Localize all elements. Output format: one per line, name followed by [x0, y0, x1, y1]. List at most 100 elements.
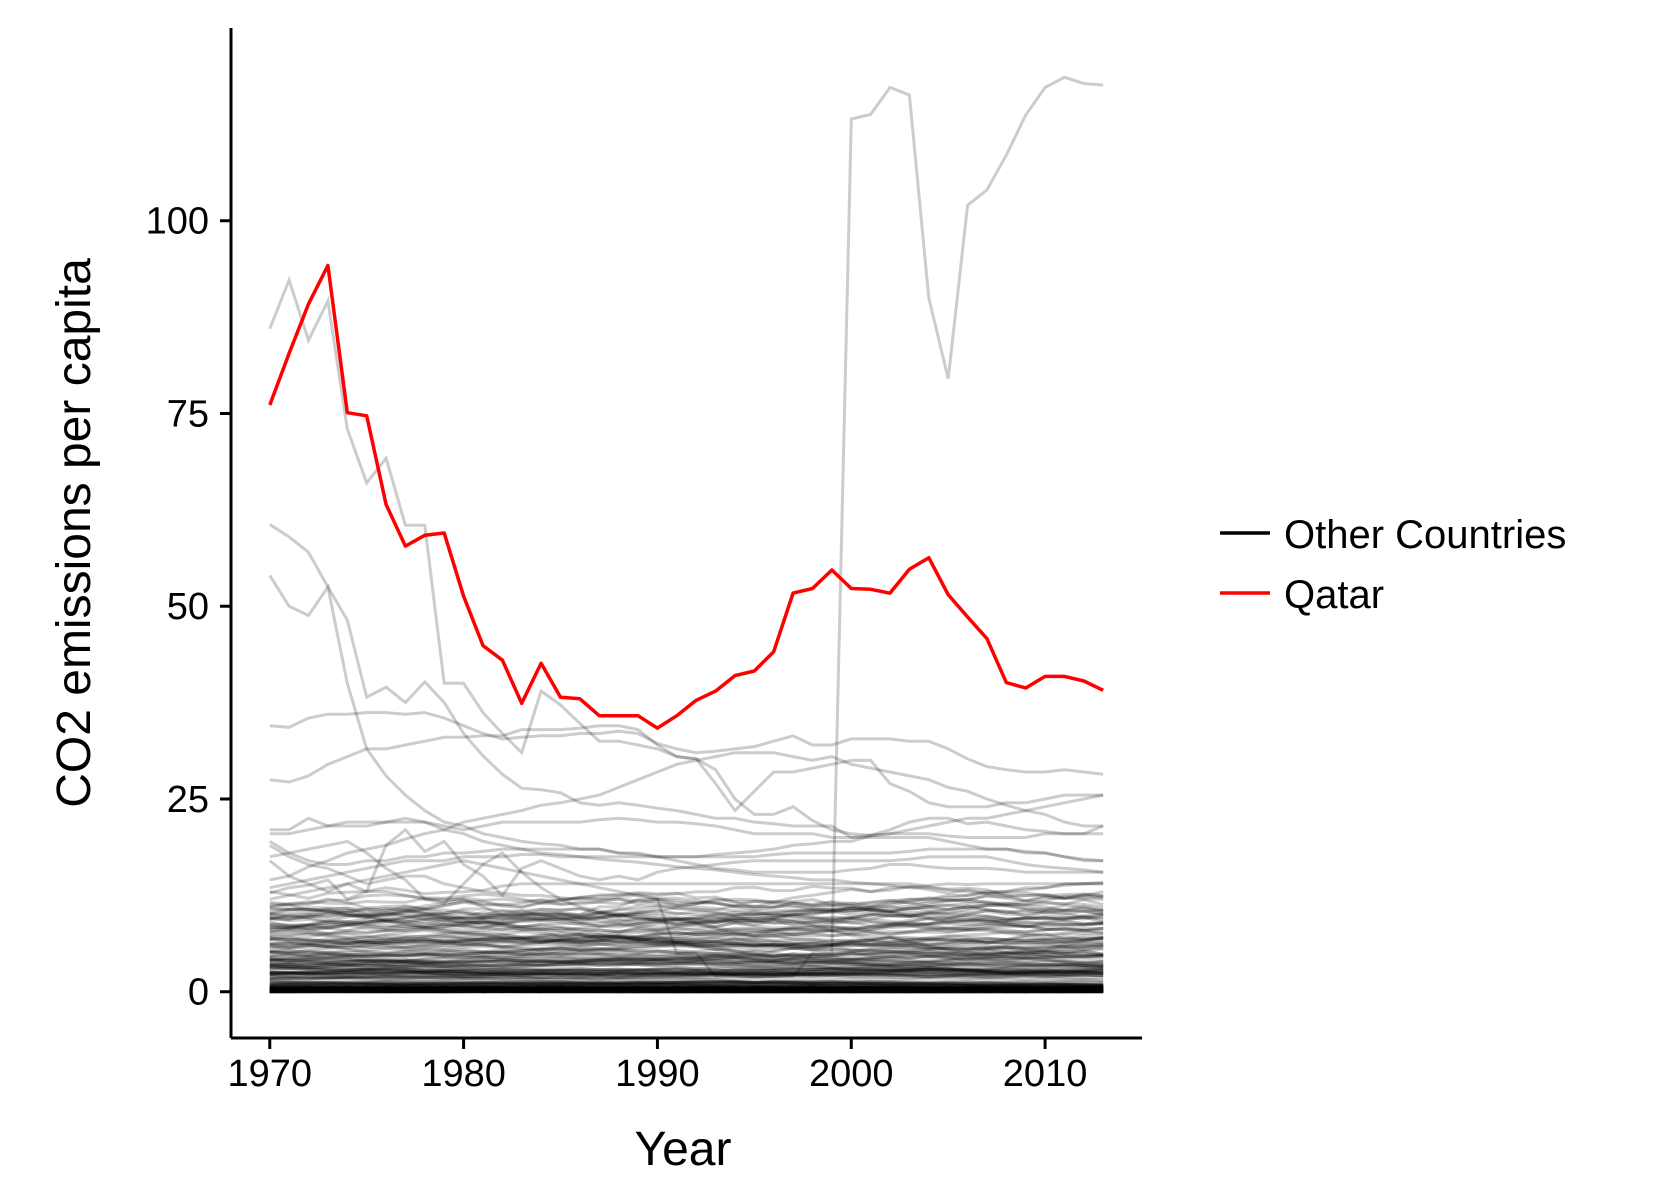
other-country-line: [269, 985, 1104, 994]
legend: Other Countries Qatar: [1220, 513, 1566, 617]
other-countries-lines: [268, 75, 1104, 994]
other-country-line: [269, 988, 1104, 994]
x-tick-label: 1990: [615, 1053, 700, 1095]
other-country-line: [269, 970, 1104, 982]
y-tick-label: 50: [167, 586, 209, 628]
other-country-line: [269, 985, 1104, 990]
other-country-line: [269, 934, 1104, 958]
other-country-line: [269, 952, 1104, 968]
other-country-line: [269, 963, 1104, 979]
axes: [229, 28, 1142, 1040]
legend-label-other-countries: Other Countries: [1284, 513, 1566, 557]
other-country-line: [269, 963, 1104, 974]
other-country-line: [269, 980, 1104, 988]
other-country-line: [269, 989, 1104, 994]
y-tick-label: 25: [167, 779, 209, 821]
other-country-line: [269, 989, 1104, 994]
other-country-line: [268, 574, 1104, 859]
other-country-line: [269, 985, 1104, 994]
other-country-line: [269, 930, 1104, 953]
other-country-line: [269, 971, 1104, 982]
other-country-line: [269, 923, 1104, 946]
other-country-line: [269, 985, 1104, 994]
other-country-line: [269, 985, 1104, 994]
other-country-line: [269, 853, 1104, 901]
other-country-line: [269, 985, 1104, 994]
other-country-line: [269, 986, 1104, 993]
other-country-line: [269, 945, 1104, 958]
other-country-line: [269, 911, 1104, 933]
other-country-line: [269, 941, 1104, 968]
other-country-line: [269, 988, 1104, 994]
other-country-line: [269, 953, 1104, 966]
other-country-line: [269, 941, 1104, 963]
other-country-line: [269, 962, 1104, 979]
other-country-line: [269, 903, 1104, 928]
other-country-line: [269, 978, 1104, 988]
other-country-line: [269, 827, 1104, 901]
other-country-line: [269, 985, 1104, 994]
other-country-line: [269, 988, 1104, 994]
other-country-line: [269, 988, 1104, 994]
other-country-line: [269, 985, 1104, 994]
other-country-line: [269, 985, 1104, 994]
other-country-line: [269, 988, 1104, 994]
other-country-line: [269, 988, 1104, 994]
other-country-line: [269, 985, 1104, 994]
other-country-line: [269, 903, 1104, 929]
other-country-line: [269, 899, 1104, 930]
other-country-line: [269, 982, 1104, 988]
other-country-line: [269, 953, 1104, 967]
other-country-line: [269, 950, 1104, 965]
other-country-line: [269, 965, 1104, 979]
other-country-line: [269, 936, 1104, 957]
other-country-line: [269, 988, 1104, 994]
x-tick-label: 1980: [421, 1053, 506, 1095]
other-country-line: [269, 970, 1104, 988]
other-country-line: [269, 979, 1104, 988]
other-country-line: [269, 962, 1104, 978]
other-country-line: [269, 974, 1104, 982]
other-country-line: [269, 724, 1104, 813]
other-country-line: [269, 969, 1104, 980]
other-country-line: [269, 927, 1104, 957]
other-country-line: [269, 890, 1104, 919]
other-country-line: [269, 954, 1104, 968]
other-country-line: [269, 938, 1104, 951]
other-country-line: [269, 988, 1104, 994]
other-country-line: [269, 987, 1104, 994]
y-tick-label: 100: [146, 201, 209, 243]
other-country-line: [269, 979, 1104, 988]
x-axis-title: Year: [635, 1123, 732, 1176]
qatar-line: [268, 263, 1104, 730]
other-country-line: [269, 984, 1104, 990]
other-country-line: [269, 980, 1104, 988]
other-country-line: [269, 986, 1104, 993]
other-country-line: [269, 919, 1104, 947]
x-tick-label: 2010: [1003, 1053, 1088, 1095]
other-country-line: [269, 985, 1104, 993]
other-country-line: [269, 956, 1104, 972]
other-country-line: [269, 923, 1104, 951]
ticks: 1970 1980 1990 2000 2010 0 25 50 75 100: [146, 201, 1088, 1095]
other-country-line: [269, 985, 1104, 994]
other-country-line: [269, 937, 1104, 954]
other-country-line: [269, 985, 1104, 994]
other-country-line: [269, 902, 1104, 957]
other-country-line: [269, 957, 1104, 971]
other-country-line: [269, 940, 1104, 958]
other-country-line: [269, 970, 1104, 979]
other-country-line: [269, 981, 1104, 989]
other-country-line: [269, 922, 1104, 943]
other-country-line: [269, 986, 1104, 992]
other-country-line: [269, 751, 1104, 882]
other-country-line: [269, 967, 1104, 977]
other-country-line: [269, 979, 1104, 986]
other-country-line: [269, 896, 1104, 913]
other-country-line: [269, 982, 1104, 988]
other-country-line: [269, 987, 1104, 994]
other-country-line: [269, 904, 1104, 923]
other-country-line: [269, 882, 1104, 919]
other-country-line: [269, 906, 1104, 930]
